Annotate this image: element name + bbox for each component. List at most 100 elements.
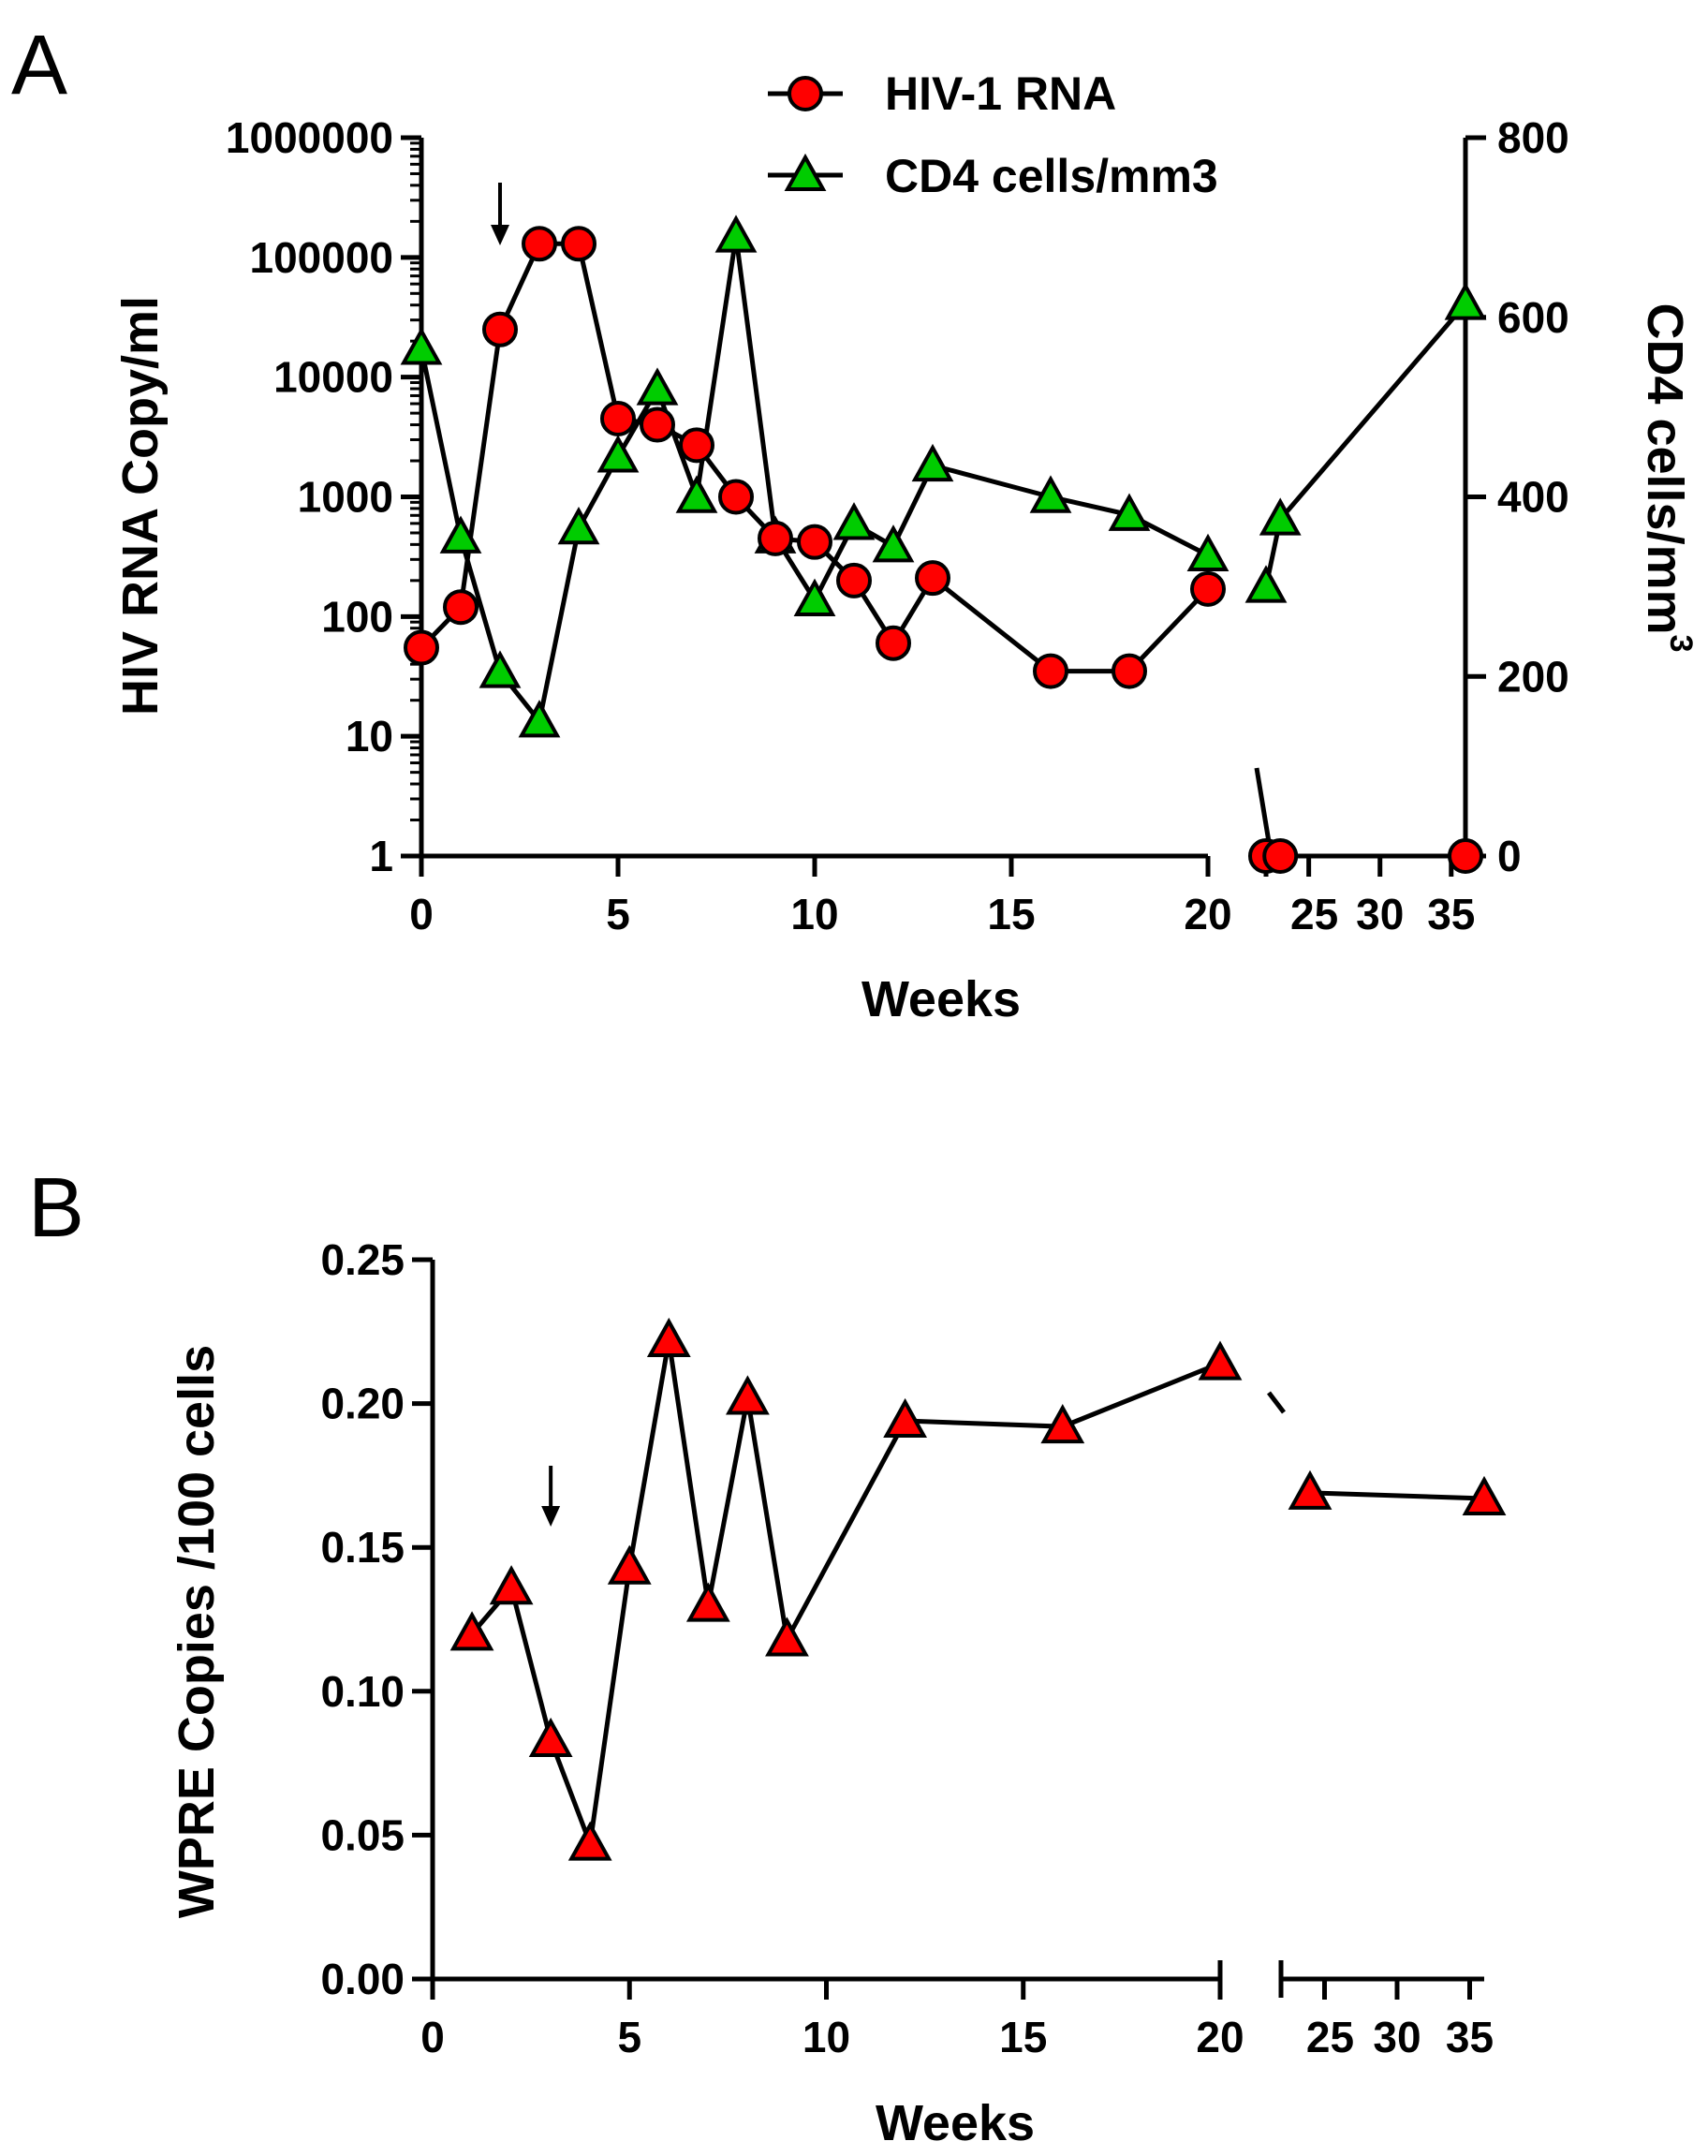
hiv-rna-point <box>1112 653 1147 689</box>
hiv-rna-point <box>1033 653 1068 689</box>
y-tick-label-left: 1 <box>369 832 393 880</box>
cd4-point <box>1259 497 1302 536</box>
x-tick-label: 0 <box>409 890 434 938</box>
x-tick-label: 15 <box>999 2013 1047 2061</box>
hiv-rna-point <box>561 226 596 262</box>
cd4-point <box>400 327 443 365</box>
cd4-point <box>911 443 954 482</box>
hiv-rna-point <box>836 562 872 598</box>
panel-a-letter: A <box>11 19 67 112</box>
wpre-series-line <box>470 1339 1221 1845</box>
x-tick-label: 35 <box>1446 2013 1494 2061</box>
wpre-point <box>567 1821 612 1861</box>
wpre-point <box>883 1397 927 1439</box>
cd4-point <box>596 435 640 473</box>
x-tick-label: 35 <box>1427 890 1475 938</box>
hiv-rna-point <box>915 560 950 597</box>
wpre-point <box>449 1611 494 1651</box>
x-tick-label: 5 <box>617 2013 641 2061</box>
cd4-point <box>1444 282 1487 320</box>
y-tick-label-right: 200 <box>1497 652 1569 701</box>
hiv-rna-point <box>679 427 714 464</box>
cd4-point <box>636 367 679 406</box>
x-tick-label: 15 <box>987 890 1035 938</box>
arrow-head <box>541 1506 561 1527</box>
cd4-point <box>1029 475 1072 513</box>
x-tick-label: 10 <box>790 890 838 938</box>
x-axis-title: Weeks <box>861 971 1021 1027</box>
y-axis-title: WPRE Copies /100 cells <box>169 1345 225 1918</box>
y-tick-label: 0.00 <box>320 1955 405 2003</box>
y-tick-label: 0.05 <box>320 1810 405 1859</box>
wpre-series-line <box>1309 1490 1485 1501</box>
x-tick-label: 10 <box>802 2013 850 2061</box>
x-tick-label: 25 <box>1306 2013 1354 2061</box>
wpre-point <box>765 1617 809 1657</box>
y-tick-label-left: 100 <box>321 592 393 641</box>
y-tick-label: 0.20 <box>320 1380 405 1428</box>
legend-marker-hiv <box>788 76 823 111</box>
y-axis-title-left: HIV RNA Copy/ml <box>112 296 169 716</box>
wpre-point <box>1462 1475 1507 1515</box>
cd4-point <box>793 578 836 616</box>
y-tick-label: 0.10 <box>320 1667 405 1716</box>
y-tick-label: 0.25 <box>320 1235 405 1284</box>
cd4-point <box>557 506 600 545</box>
wpre-point <box>1198 1340 1243 1381</box>
legend-label-hiv: HIV-1 RNA <box>885 67 1116 120</box>
legend-marker-cd4 <box>784 153 827 191</box>
y-tick-label-left: 1000000 <box>226 113 393 162</box>
x-tick-label: 0 <box>420 2013 445 2061</box>
hiv-rna-point <box>718 479 754 515</box>
y-tick-label-left: 10000 <box>273 353 393 402</box>
y-tick-label: 0.15 <box>320 1523 405 1572</box>
x-axis-title: Weeks <box>876 2095 1035 2151</box>
y-tick-label-left: 100000 <box>250 233 394 282</box>
y-tick-label-left: 1000 <box>298 473 393 522</box>
wpre-point <box>1288 1469 1333 1510</box>
y-tick-label-right: 0 <box>1497 832 1522 880</box>
y-tick-label-right: 600 <box>1497 293 1569 342</box>
cd4-series-line <box>1263 302 1467 587</box>
hiv-rna-point <box>1190 570 1226 607</box>
cd4-series-line <box>419 236 1210 727</box>
hiv-rna-point <box>482 311 518 347</box>
wpre-point <box>1040 1404 1085 1444</box>
hiv-rna-point <box>876 625 911 661</box>
hiv-rna-point <box>640 406 675 443</box>
x-tick-label: 25 <box>1290 890 1338 938</box>
x-tick-label: 30 <box>1356 890 1404 938</box>
wpre-break-stub <box>1267 1391 1286 1414</box>
hiv-rna-point <box>1262 838 1299 874</box>
cd4-point <box>714 214 758 253</box>
cd4-point <box>1186 533 1229 572</box>
cd4-point <box>832 502 876 540</box>
y-tick-label-right: 400 <box>1497 473 1569 522</box>
cd4-point <box>1108 493 1151 531</box>
y-tick-label-left: 10 <box>346 712 393 761</box>
wpre-point <box>607 1544 652 1585</box>
wpre-point <box>489 1565 534 1605</box>
hiv-rna-point <box>600 400 636 436</box>
panel-b-chart: 0.00 0.05 0.10 0.15 0.20 0.25 0 5 10 15 20 25 30 35 We… <box>169 1235 1507 2151</box>
hiv-rna-point <box>1448 838 1483 874</box>
hiv-rna-point <box>797 524 832 560</box>
panel-b-letter: B <box>28 1161 84 1255</box>
cd4-point <box>675 475 718 513</box>
y-axis-title-right-sup: 3 <box>1663 635 1699 653</box>
hiv-rna-break-stub <box>1254 767 1273 849</box>
wpre-point <box>726 1375 770 1415</box>
cd4-point <box>479 650 522 688</box>
cd4-point <box>1244 565 1288 603</box>
cd4-point <box>439 515 482 554</box>
cd4-point <box>872 524 915 563</box>
hiv-rna-point <box>443 589 479 626</box>
cd4-point <box>518 700 561 738</box>
wpre-point <box>528 1717 573 1758</box>
hiv-rna-point <box>758 520 793 556</box>
x-tick-label: 5 <box>606 890 630 938</box>
x-tick-label: 30 <box>1373 2013 1421 2061</box>
x-tick-label: 20 <box>1196 2013 1244 2061</box>
arrow-head <box>491 225 509 245</box>
